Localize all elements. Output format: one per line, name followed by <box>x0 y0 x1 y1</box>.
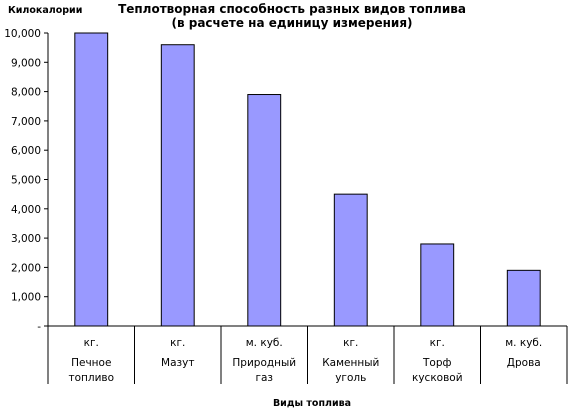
y-axis-title: Килокалории <box>8 5 82 16</box>
bar <box>247 94 282 327</box>
chart-title-line2: (в расчете на единицу измерения) <box>171 16 412 30</box>
chart-title-line1: Теплотворная способность разных видов то… <box>118 2 466 16</box>
x-tick-unit-label: м. куб. <box>246 337 283 349</box>
x-tick-name-label: Природный <box>232 357 296 369</box>
x-tick-unit-label: кг. <box>170 337 185 349</box>
y-tick-label: 8,000 <box>11 87 41 99</box>
y-tick-label: 3,000 <box>11 233 41 245</box>
x-tick-name-label: газ <box>255 372 273 384</box>
x-tick-unit-label: кг. <box>84 337 99 349</box>
x-axis-title: Виды топлива <box>273 398 351 409</box>
bar <box>506 269 541 327</box>
x-tick-name-label: Мазут <box>161 357 194 369</box>
y-tick-label: 2,000 <box>11 262 41 274</box>
x-tick-unit-label: кг. <box>343 337 358 349</box>
bar <box>74 32 109 327</box>
x-tick-name-label: Каменный <box>322 357 379 369</box>
y-tick-label: 5,000 <box>11 175 41 187</box>
y-tick-label: 4,000 <box>11 204 41 216</box>
x-tick-name-label: уголь <box>335 372 366 384</box>
x-tick-name-label: Дрова <box>507 357 541 369</box>
y-tick-label: 1,000 <box>11 292 41 304</box>
x-tick-name-label: топливо <box>68 372 114 384</box>
x-tick-unit-label: м. куб. <box>505 337 542 349</box>
x-tick-unit-label: кг. <box>430 337 445 349</box>
y-tick-label: 9,000 <box>11 57 41 69</box>
x-tick-name-label: Печное <box>71 357 111 369</box>
y-tick-label: 10,000 <box>4 28 41 40</box>
x-tick-name-label: кусковой <box>412 372 463 384</box>
x-tick-name-label: Торф <box>422 357 452 369</box>
y-tick-label: - <box>37 321 41 333</box>
bar <box>333 193 368 327</box>
bar <box>160 44 195 327</box>
plot-area: 10,000 9,000 8,000 7,000 6,000 5,000 4,000 3,00… <box>4 28 568 384</box>
y-tick-label: 7,000 <box>11 116 41 128</box>
bar <box>420 243 455 327</box>
y-tick-label: 6,000 <box>11 145 41 157</box>
